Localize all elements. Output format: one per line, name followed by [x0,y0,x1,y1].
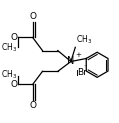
Text: N: N [67,56,75,67]
Text: Br: Br [77,68,87,77]
Text: O: O [30,12,37,21]
Text: O: O [30,101,37,110]
Text: +: + [75,52,81,58]
Text: O: O [11,33,18,42]
Text: ⁻: ⁻ [84,66,87,71]
Text: CH$_3$: CH$_3$ [76,34,93,46]
Text: CH$_3$: CH$_3$ [1,69,17,81]
Text: O: O [11,80,18,89]
Text: CH$_3$: CH$_3$ [1,42,17,54]
